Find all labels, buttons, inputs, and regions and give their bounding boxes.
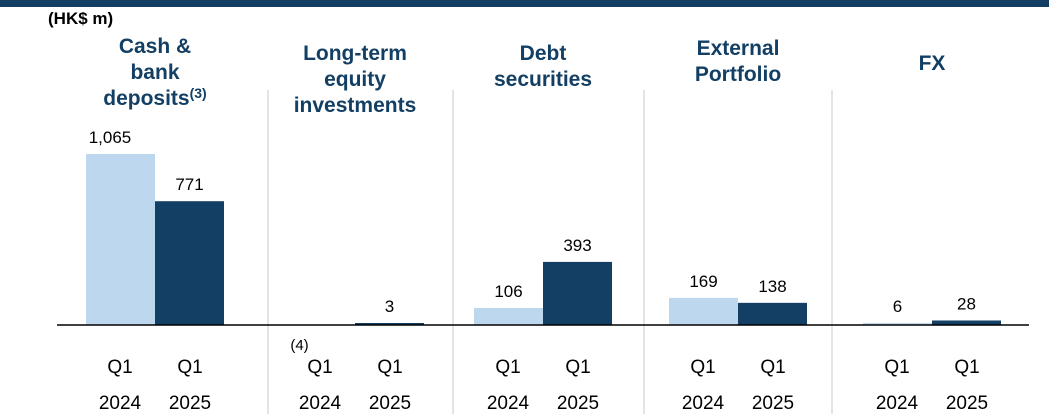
group-title: Debt securities (494, 42, 592, 91)
group-title: FX (919, 52, 946, 75)
data-label: 1,065 (89, 128, 132, 147)
data-label: 393 (563, 236, 591, 255)
group-title: Cash & bank deposits(3) (103, 35, 206, 110)
data-label: 106 (494, 282, 522, 301)
x-tick-label: 2024 (487, 393, 530, 414)
footnote-marker: (4) (290, 337, 308, 354)
x-tick-label: Q1 (565, 357, 590, 378)
bar-q1-2025 (355, 323, 424, 325)
data-label: 138 (758, 277, 786, 296)
top-rule (0, 0, 1049, 7)
x-tick-label: Q1 (177, 357, 202, 378)
x-tick-label: 2024 (299, 393, 342, 414)
x-tick-label: 2025 (752, 393, 794, 414)
data-label: 28 (957, 295, 976, 314)
x-tick-label: Q1 (760, 357, 785, 378)
x-tick-label: Q1 (690, 357, 715, 378)
x-tick-label: Q1 (954, 357, 979, 378)
bar-q1-2025 (738, 302, 807, 325)
x-tick-label: Q1 (377, 357, 402, 378)
x-tick-label: 2025 (946, 393, 988, 414)
x-tick-label: Q1 (107, 357, 132, 378)
bar-q1-2025 (543, 261, 612, 325)
unit-label: (HK$ m) (48, 9, 114, 28)
x-tick-label: 2024 (99, 393, 142, 414)
bar-q1-2025 (932, 320, 1001, 325)
data-label: 3 (385, 297, 394, 316)
x-tick-label: 2025 (369, 393, 411, 414)
x-tick-label: Q1 (495, 357, 520, 378)
x-tick-label: 2024 (682, 393, 725, 414)
x-tick-label: Q1 (884, 357, 909, 378)
bar-q1-2024 (86, 154, 155, 325)
bar-q1-2024 (669, 297, 738, 325)
bar-q1-2024 (474, 307, 543, 325)
data-label: 169 (689, 272, 717, 291)
group-title: Long-term equity investments (294, 42, 417, 117)
data-label: 771 (175, 175, 203, 194)
bar-q1-2024 (863, 323, 932, 325)
x-tick-label: Q1 (307, 357, 332, 378)
x-tick-label: 2024 (876, 393, 919, 414)
x-tick-label: 2025 (169, 393, 211, 414)
bar-q1-2025 (155, 201, 224, 325)
data-label: 6 (893, 297, 902, 316)
group-title: External Portfolio (695, 37, 781, 86)
x-tick-label: 2025 (557, 393, 599, 414)
